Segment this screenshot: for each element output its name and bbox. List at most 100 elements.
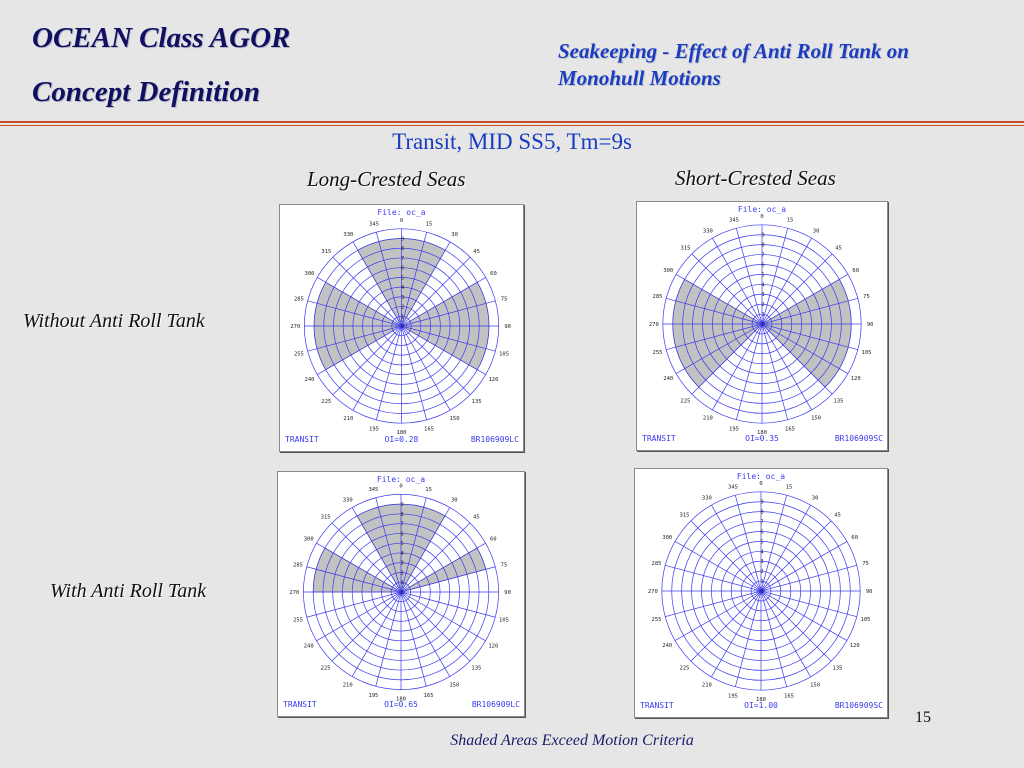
speed-label: 5	[760, 539, 763, 545]
heading-label: 45	[835, 245, 842, 251]
heading-label: 150	[449, 682, 459, 688]
run-code-label: BR106909LC	[471, 435, 519, 444]
heading-spoke	[332, 325, 402, 395]
transit-label: TRANSIT	[283, 700, 317, 709]
heading-spoke	[761, 323, 812, 411]
header-rule-thin	[0, 125, 1024, 126]
heading-spoke	[317, 325, 402, 375]
run-code-label: BR106909SC	[835, 701, 883, 710]
heading-spoke	[401, 325, 486, 375]
heading-spoke	[690, 520, 762, 592]
heading-spoke	[317, 277, 402, 327]
heading-label: 225	[321, 399, 331, 405]
heading-label: 225	[321, 665, 331, 671]
heading-spoke	[675, 323, 763, 374]
speed-label: 5	[761, 272, 764, 278]
heading-label: 60	[852, 268, 859, 274]
heading-spoke	[400, 522, 471, 593]
heading-label: 345	[728, 484, 738, 490]
heading-spoke	[690, 590, 762, 662]
speed-label: 8	[761, 243, 764, 249]
heading-spoke	[665, 590, 762, 618]
speed-label: 2	[401, 305, 404, 311]
heading-label: 105	[499, 618, 509, 624]
polar-chart: 0153045607590105120135150165180195210225…	[640, 472, 883, 710]
file-label: File: oc_a	[377, 475, 425, 484]
heading-label: 90	[867, 322, 874, 328]
heading-spoke	[375, 497, 402, 593]
heading-spoke	[401, 232, 427, 327]
heading-spoke	[666, 297, 763, 325]
heading-label: 255	[293, 618, 303, 624]
file-label: File: oc_a	[737, 472, 785, 481]
heading-label: 285	[294, 297, 304, 303]
speed-label: 7	[760, 520, 763, 526]
heading-spoke	[332, 257, 402, 327]
condition-label: Transit, MID SS5, Tm=9s	[392, 129, 632, 154]
heading-spoke	[734, 495, 762, 592]
heading-spoke	[674, 590, 762, 641]
heading-label: 255	[294, 351, 304, 357]
speed-label: 1	[761, 312, 764, 318]
heading-spoke	[761, 323, 858, 351]
heading-label: 285	[652, 561, 662, 567]
heading-spoke	[400, 497, 427, 593]
row-header-with-tank: With Anti Roll Tank	[50, 580, 207, 602]
heading-spoke	[735, 323, 763, 420]
speed-label: 3	[760, 559, 763, 565]
heading-label: 165	[424, 427, 434, 433]
heading-label: 30	[451, 498, 458, 504]
oi-label: OI=0.65	[384, 700, 418, 709]
heading-label: 150	[810, 683, 820, 689]
heading-label: 180	[756, 697, 766, 703]
heading-spoke	[760, 564, 857, 592]
row-header-without-tank: Without Anti Roll Tank	[23, 310, 205, 332]
heading-label: 210	[343, 682, 353, 688]
heading-spoke	[401, 241, 451, 327]
speed-label: 4	[760, 549, 764, 555]
heading-label: 165	[784, 694, 794, 700]
heading-label: 285	[653, 294, 663, 300]
run-code-label: BR106909LC	[472, 700, 520, 709]
heading-label: 120	[488, 643, 498, 649]
transit-label: TRANSIT	[285, 435, 319, 444]
heading-spoke	[760, 520, 832, 592]
heading-label: 285	[293, 562, 303, 568]
heading-label: 300	[662, 535, 672, 541]
speed-label: 8	[760, 510, 763, 516]
heading-label: 300	[304, 537, 314, 543]
heading-label: 270	[648, 589, 658, 595]
heading-label: 240	[305, 377, 315, 383]
heading-spoke	[760, 590, 857, 618]
heading-label: 0	[760, 214, 763, 220]
heading-label: 75	[863, 294, 870, 300]
heading-spoke	[401, 325, 451, 411]
heading-label: 45	[473, 515, 480, 521]
heading-spoke	[306, 591, 402, 618]
heading-label: 210	[343, 416, 353, 422]
speed-label: 7	[400, 522, 403, 528]
heading-label: 30	[813, 228, 820, 234]
heading-label: 180	[757, 430, 767, 436]
oi-label: OI=1.00	[744, 701, 778, 710]
heading-label: 330	[702, 495, 712, 501]
heading-spoke	[331, 522, 402, 593]
heading-spoke	[674, 541, 762, 592]
heading-spoke	[761, 237, 812, 325]
transit-label: TRANSIT	[640, 701, 674, 710]
polar-plot-with-short: 0 15 30 45 60 75 90 105 120 135 150 165 180 195 210 225…	[634, 468, 888, 718]
speed-label: 0	[401, 324, 404, 330]
heading-spoke	[376, 325, 402, 420]
heading-label: 90	[866, 589, 873, 595]
heading-spoke	[734, 590, 762, 687]
heading-label: 0	[400, 218, 403, 224]
heading-spoke	[401, 257, 471, 327]
subtitle: Seakeeping - Effect of Anti Roll Tank on…	[558, 39, 909, 90]
heading-label: 105	[499, 351, 509, 357]
heading-spoke	[400, 591, 451, 677]
heading-label: 60	[490, 537, 497, 543]
heading-spoke	[400, 591, 486, 642]
heading-spoke	[400, 591, 471, 662]
speed-label: 7	[761, 253, 764, 259]
heading-label: 195	[369, 427, 379, 433]
